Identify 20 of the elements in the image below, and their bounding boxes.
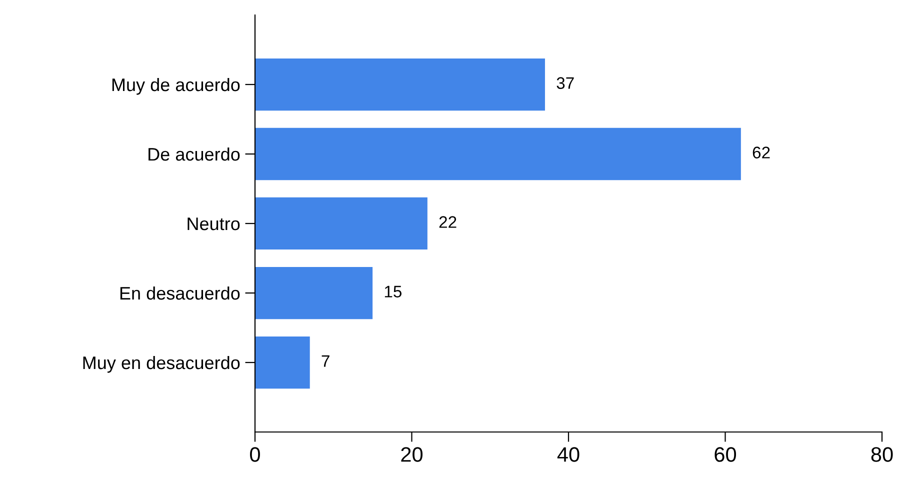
x-tick-label: 20 [401, 447, 423, 462]
data-label: 15 [384, 286, 402, 298]
data-label: 7 [322, 355, 330, 367]
y-tick-label: Muy de acuerdo [112, 78, 240, 95]
x-tick-label: 60 [714, 447, 736, 462]
y-tick-label: En desacuerdo [120, 286, 240, 300]
x-tick-label: 80 [871, 447, 893, 462]
x-tick-label: 0 [250, 447, 260, 462]
y-tick-label: De acuerdo [148, 147, 240, 161]
x-tick-label: 40 [557, 447, 580, 462]
data-label: 62 [752, 146, 770, 158]
bar [255, 336, 310, 389]
bar [255, 197, 428, 250]
bar [255, 128, 741, 180]
y-tick-label: Neutro [188, 218, 240, 230]
bar [255, 266, 373, 320]
y-tick-label: Muy en desacuerdo [83, 356, 240, 373]
data-label: 22 [439, 216, 456, 228]
data-label: 37 [556, 77, 574, 89]
bar [255, 58, 545, 111]
